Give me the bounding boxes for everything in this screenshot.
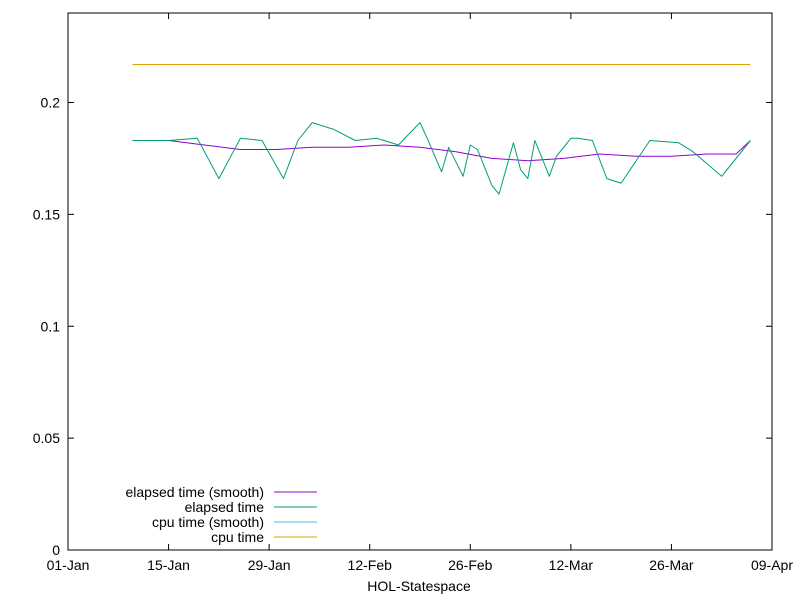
y-axis: 0 0.05 0.1 0.15 0.2 <box>33 95 772 558</box>
legend-label: elapsed time <box>185 499 265 515</box>
x-tick-label: 29-Jan <box>248 557 291 573</box>
x-tick-label: 12-Mar <box>549 557 594 573</box>
x-tick-label: 09-Apr <box>751 557 793 573</box>
series-line-2 <box>132 122 751 195</box>
x-tick-label: 12-Feb <box>348 557 393 573</box>
y-tick-label: 0.1 <box>41 318 61 334</box>
legend-label: cpu time <box>211 529 264 545</box>
y-tick-label: 0.15 <box>33 206 60 222</box>
series-line-1 <box>132 140 751 162</box>
plot-frame <box>67 12 773 551</box>
y-tick-label: 0.2 <box>41 95 61 111</box>
legend-label: elapsed time (smooth) <box>125 484 264 500</box>
x-tick-label: 15-Jan <box>147 557 190 573</box>
y-tick-label: 0 <box>52 542 60 558</box>
x-tick-label: 26-Mar <box>649 557 694 573</box>
x-axis-title: HOL-Statespace <box>367 578 471 594</box>
x-axis: 01-Jan 15-Jan 29-Jan 12-Feb 26-Feb 12-Mar 26-M… <box>47 13 793 573</box>
x-tick-label: 26-Feb <box>448 557 493 573</box>
series-layer <box>132 64 751 195</box>
legend-label: cpu time (smooth) <box>152 514 264 530</box>
x-tick-label: 01-Jan <box>47 557 90 573</box>
y-tick-label: 0.05 <box>33 430 60 446</box>
